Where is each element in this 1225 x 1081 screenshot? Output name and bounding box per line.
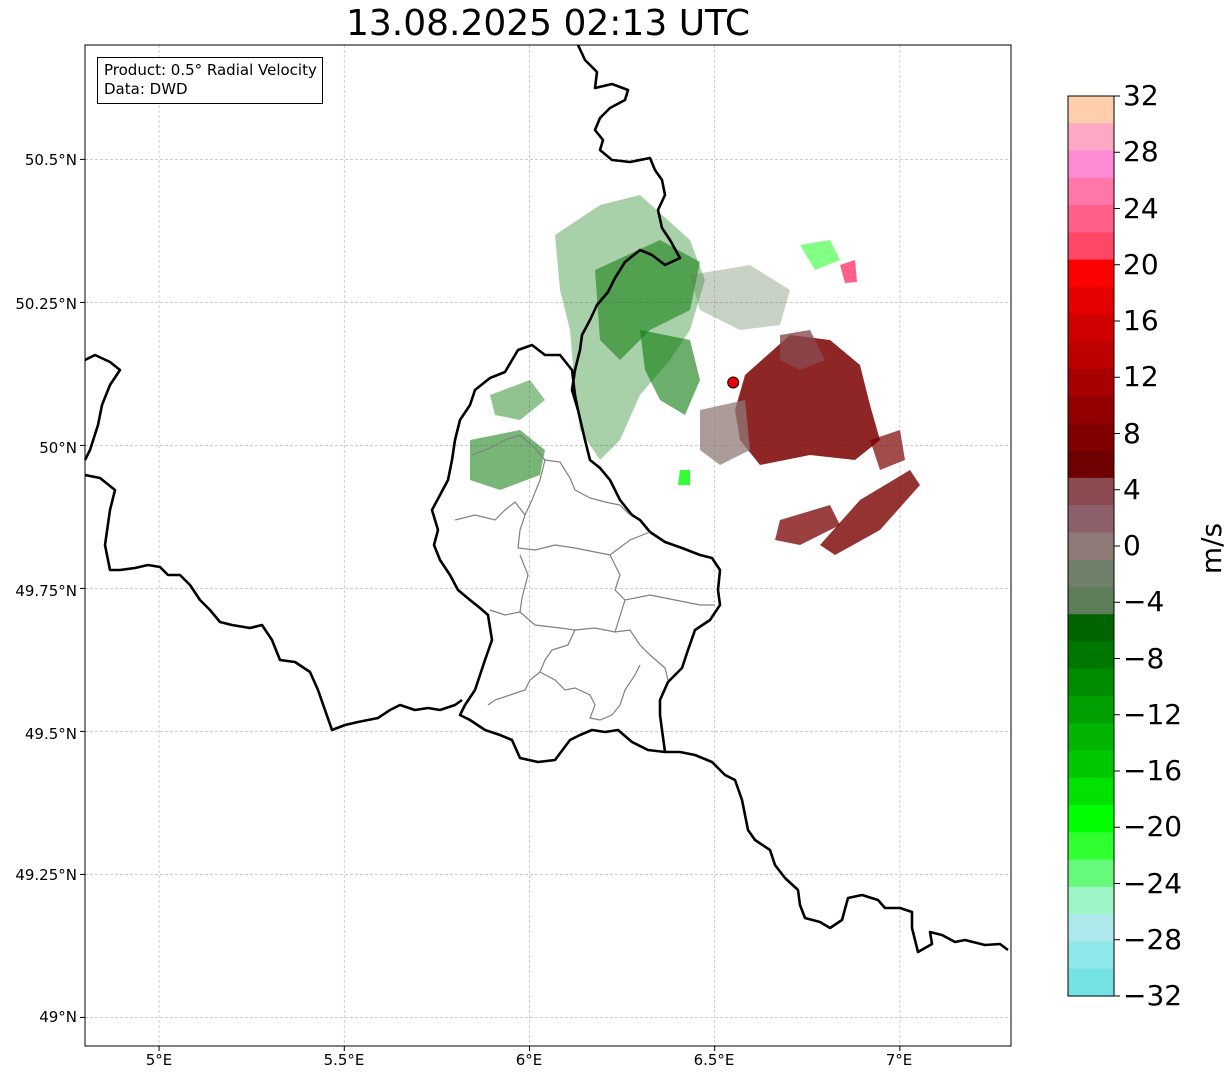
colorbar-segment: [1068, 505, 1114, 533]
colorbar-segment: [1068, 968, 1114, 997]
colorbar-tick-label: 32: [1123, 79, 1159, 112]
data-source-label: Data: DWD: [104, 80, 188, 98]
colorbar-segment: [1068, 368, 1114, 397]
lat-tick-label: 49.25°N: [15, 866, 77, 884]
colorbar-segment: [1068, 232, 1114, 261]
lat-tick-label: 49.5°N: [24, 725, 77, 743]
lon-tick-label: 6.5°E: [693, 1051, 735, 1069]
colorbar-segment: [1068, 150, 1114, 179]
national-borders: [83, 44, 1009, 954]
colorbar-segment: [1068, 859, 1114, 888]
colorbar-segment: [1068, 832, 1114, 861]
colorbar-tick-label: −4: [1123, 585, 1165, 619]
colorbar-tick-label: −20: [1123, 810, 1183, 844]
colorbar-tick-label: 28: [1123, 135, 1159, 169]
colorbar-segment: [1068, 532, 1114, 561]
map-frame: [84, 44, 1012, 1047]
colorbar-segment: [1068, 723, 1114, 752]
colorbar-segment: [1068, 450, 1114, 479]
colorbar-unit-label: m/s: [1195, 522, 1225, 575]
colorbar-tick-label: −28: [1123, 922, 1183, 956]
colorbar-segment: [1068, 177, 1114, 206]
product-info-box: Product: 0.5° Radial Velocity Data: DWD: [97, 57, 323, 104]
colorbar-segment: [1068, 586, 1114, 615]
admin-boundaries: [454, 434, 715, 721]
colorbar-segment: [1068, 886, 1114, 915]
map-title: 13.08.2025 02:13 UTC: [345, 3, 751, 44]
colorbar-segment: [1068, 668, 1114, 697]
colorbar-tick-label: −8: [1123, 641, 1165, 675]
graticule: [85, 45, 1011, 1046]
colorbar-tick-label: 4: [1123, 472, 1141, 506]
lon-tick-label: 5.5°E: [323, 1051, 365, 1069]
colorbar-tick-label: −24: [1123, 866, 1183, 900]
colorbar: [1068, 95, 1120, 997]
colorbar-segment: [1068, 423, 1114, 452]
radar-site-marker[interactable]: [727, 376, 740, 389]
colorbar-segment: [1068, 614, 1114, 643]
colorbar-segment: [1068, 750, 1114, 779]
axis-ticks: [80, 158, 901, 1051]
map-background: [85, 45, 1011, 1046]
lat-tick-label: 49.75°N: [15, 582, 77, 600]
colorbar-segment: [1068, 696, 1114, 724]
colorbar-segment: [1068, 205, 1114, 233]
colorbar-segment: [1068, 805, 1114, 833]
colorbar-segment: [1068, 914, 1114, 943]
colorbar-segment: [1068, 341, 1114, 370]
colorbar-segment: [1068, 286, 1114, 315]
colorbar-segment: [1068, 641, 1114, 670]
colorbar-segment: [1068, 941, 1114, 970]
colorbar-frame: [1067, 95, 1115, 997]
lat-tick-label: 50.5°N: [24, 151, 77, 169]
colorbar-tick-label: 24: [1123, 191, 1159, 225]
colorbar-segment: [1068, 96, 1114, 124]
colorbar-segment: [1068, 477, 1114, 506]
colorbar-segment: [1068, 396, 1114, 424]
lat-tick-label: 50°N: [39, 439, 77, 457]
colorbar-tick-label: 12: [1123, 360, 1159, 394]
product-label: Product: 0.5° Radial Velocity: [104, 61, 317, 79]
colorbar-segment: [1068, 314, 1114, 343]
lat-tick-label: 50.25°N: [15, 295, 77, 313]
velocity-echoes-receding: [700, 260, 920, 555]
colorbar-tick-label: 8: [1123, 416, 1141, 450]
colorbar-tick-label: −32: [1123, 979, 1183, 1012]
lon-tick-label: 6°E: [515, 1051, 543, 1069]
colorbar-segment: [1068, 259, 1114, 288]
colorbar-tick-label: −16: [1123, 754, 1183, 787]
colorbar-tick-label: 0: [1123, 529, 1141, 562]
colorbar-segment: [1068, 777, 1114, 806]
colorbar-tick-label: 16: [1123, 304, 1159, 337]
colorbar-segment: [1068, 559, 1114, 588]
lon-tick-label: 5°E: [145, 1051, 173, 1069]
colorbar-tick-label: −12: [1123, 697, 1183, 731]
colorbar-segment: [1068, 123, 1114, 152]
lat-tick-label: 49°N: [39, 1008, 77, 1026]
colorbar-tick-label: 20: [1123, 247, 1159, 281]
lon-tick-label: 7°E: [885, 1051, 913, 1069]
